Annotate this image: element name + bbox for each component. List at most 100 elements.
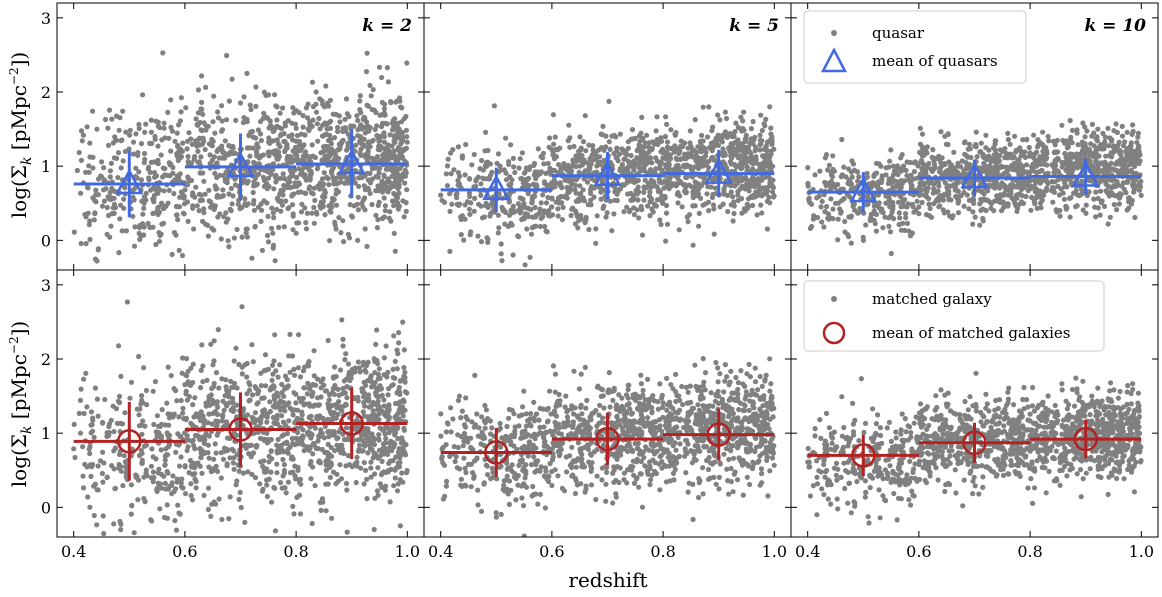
scatter-point xyxy=(650,209,656,215)
scatter-point xyxy=(1008,151,1014,157)
scatter-point xyxy=(373,341,379,347)
scatter-point xyxy=(1059,122,1065,128)
scatter-point xyxy=(767,104,773,110)
scatter-point xyxy=(321,170,327,176)
scatter-point xyxy=(1014,208,1020,214)
scatter-point xyxy=(839,172,845,178)
scatter-point xyxy=(140,92,146,98)
scatter-point xyxy=(174,204,180,210)
scatter-point xyxy=(262,352,269,358)
scatter-point xyxy=(104,231,110,237)
scatter-point xyxy=(77,397,84,403)
scatter-point xyxy=(316,115,322,122)
scatter-point xyxy=(613,155,619,161)
scatter-point xyxy=(148,117,154,123)
scatter-point xyxy=(254,151,260,157)
scatter-point xyxy=(638,147,644,153)
scatter-point xyxy=(369,384,375,390)
scatter-point xyxy=(627,160,633,166)
scatter-point xyxy=(1016,165,1023,171)
scatter-point xyxy=(188,160,195,166)
scatter-point xyxy=(162,135,168,141)
scatter-point xyxy=(471,208,477,214)
scatter-point xyxy=(309,79,316,85)
scatter-point xyxy=(527,254,533,260)
scatter-point xyxy=(1109,150,1115,156)
scatter-point xyxy=(194,203,200,209)
scatter-point xyxy=(900,220,906,226)
scatter-point xyxy=(606,139,612,145)
scatter-point xyxy=(281,138,287,145)
scatter-point xyxy=(93,192,99,198)
scatter-point xyxy=(750,202,756,209)
scatter-point xyxy=(215,327,221,333)
scatter-point xyxy=(195,87,202,93)
scatter-point xyxy=(895,199,902,205)
scatter-point xyxy=(672,132,679,138)
scatter-point xyxy=(668,127,674,133)
scatter-point xyxy=(178,397,184,404)
scatter-point xyxy=(212,183,218,189)
scatter-point xyxy=(765,139,771,145)
scatter-point xyxy=(102,396,108,403)
scatter-point xyxy=(269,499,275,505)
scatter-point xyxy=(1137,184,1143,190)
scatter-point xyxy=(180,355,186,361)
scatter-point xyxy=(611,132,617,138)
scatter-point xyxy=(198,454,204,461)
scatter-point xyxy=(352,180,358,186)
scatter-point xyxy=(79,138,85,144)
scatter-point xyxy=(1041,161,1047,167)
scatter-point xyxy=(871,172,877,179)
panel-quasar-2: k = 5 xyxy=(423,2,792,271)
scatter-point xyxy=(130,139,137,145)
scatter-point xyxy=(479,215,486,221)
scatter-point xyxy=(1005,165,1011,171)
scatter-point xyxy=(663,238,669,244)
scatter-point xyxy=(144,549,149,554)
scatter-point xyxy=(152,184,158,190)
scatter-point xyxy=(310,104,316,110)
scatter-point xyxy=(196,191,202,197)
scatter-point xyxy=(943,141,950,147)
scatter-point xyxy=(687,140,693,146)
scatter-point xyxy=(628,197,635,203)
scatter-point xyxy=(241,115,247,121)
scatter-point xyxy=(91,217,97,223)
scatter-point xyxy=(720,146,726,152)
scatter-point xyxy=(1087,178,1093,184)
scatter-point xyxy=(138,141,145,147)
scatter-point xyxy=(376,64,383,70)
scatter-point xyxy=(185,138,191,144)
scatter-point xyxy=(260,174,266,180)
scatter-point xyxy=(99,159,105,165)
scatter-point xyxy=(363,119,370,125)
scatter-point xyxy=(848,213,855,219)
scatter-point xyxy=(443,171,449,177)
mean-marker xyxy=(337,148,366,175)
scatter-point xyxy=(965,165,972,171)
scatter-point xyxy=(1028,207,1034,213)
scatter-point xyxy=(140,418,146,424)
scatter-point xyxy=(878,208,885,215)
scatter-point xyxy=(970,221,976,227)
scatter-point xyxy=(733,120,739,126)
scatter-point xyxy=(121,205,127,211)
scatter-point xyxy=(624,204,630,210)
scatter-point xyxy=(1070,164,1076,170)
scatter-point xyxy=(1101,203,1108,209)
scatter-point xyxy=(206,141,212,147)
scatter-point xyxy=(611,211,617,217)
scatter-point xyxy=(245,469,251,475)
scatter-point xyxy=(322,143,329,149)
scatter-point xyxy=(998,208,1005,214)
scatter-point xyxy=(379,99,385,106)
scatter-point xyxy=(971,200,977,206)
scatter-point xyxy=(930,147,936,153)
scatter-point xyxy=(244,202,250,208)
scatter-point xyxy=(961,168,967,174)
scatter-point xyxy=(251,207,257,213)
scatter-point xyxy=(458,232,464,238)
scatter-point xyxy=(920,161,927,167)
scatter-point xyxy=(219,193,225,200)
